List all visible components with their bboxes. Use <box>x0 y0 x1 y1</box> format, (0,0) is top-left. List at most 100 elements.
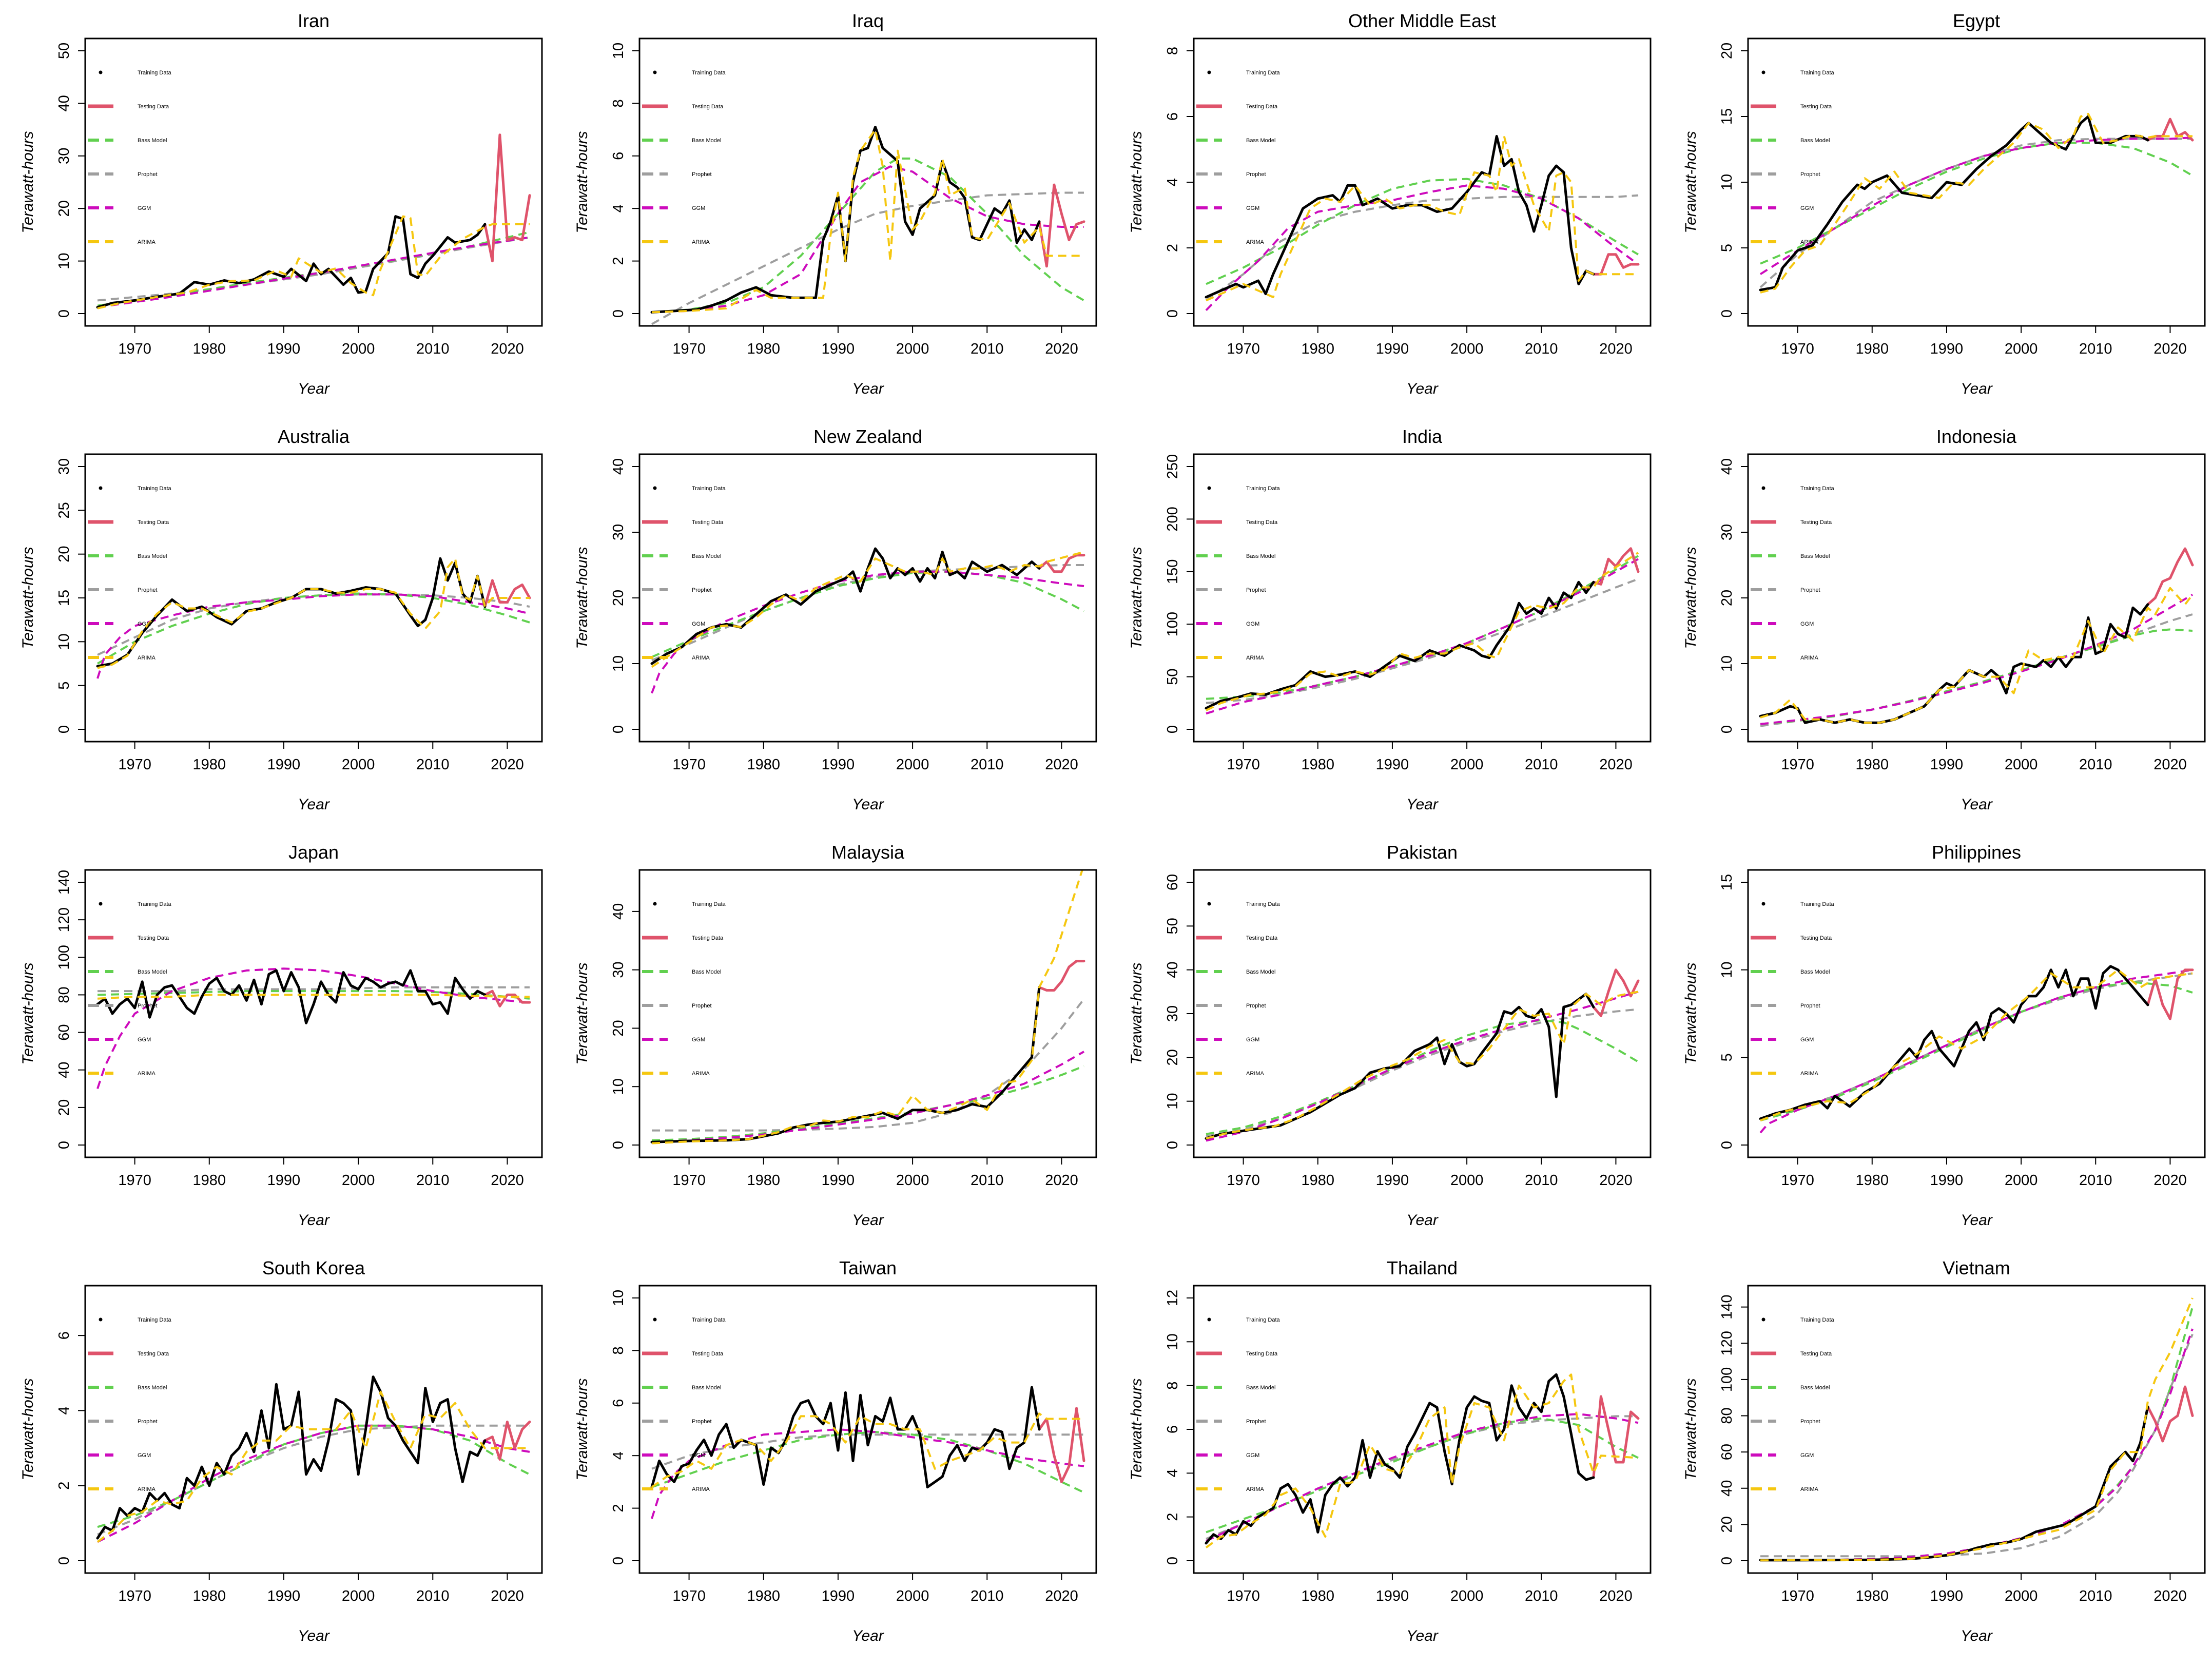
x-tick-label: 2000 <box>896 1588 929 1604</box>
y-tick-label: 10 <box>1719 655 1735 672</box>
x-tick-label: 2020 <box>2153 1588 2187 1604</box>
x-tick-label: 1980 <box>1302 1588 1335 1604</box>
y-axis-label: Terawatt-hours <box>574 963 591 1065</box>
legend-key-training-data <box>653 902 657 906</box>
legend-key-training-data <box>653 486 657 490</box>
legend-label-testing-data: Testing Data <box>138 519 169 526</box>
series-line-training-data <box>1759 1405 2149 1562</box>
series-line-testing-data <box>483 133 531 263</box>
legend-label-testing-data: Testing Data <box>138 935 169 941</box>
y-tick-label: 15 <box>56 590 72 606</box>
series-line-ggm <box>96 967 530 1089</box>
chart-panel-iran: Iran 1970 1980 1990 2000 2010 2020 0 10 20 30 40 50 Y… <box>20 10 543 397</box>
x-tick-label: 1990 <box>822 1172 855 1189</box>
legend-label-bass-model: Bass Model <box>138 553 167 559</box>
series-line-prophet <box>97 1424 530 1536</box>
legend-label-training-data: Training Data <box>1246 901 1280 907</box>
series-line-prophet <box>652 998 1085 1132</box>
x-tick-label: 1980 <box>1302 757 1335 773</box>
legend-label-testing-data: Testing Data <box>1246 519 1278 526</box>
legend-label-testing-data: Testing Data <box>692 519 724 526</box>
y-tick-label: 15 <box>1719 108 1735 125</box>
legend-label-bass-model: Bass Model <box>1246 969 1275 975</box>
legend: Training Data Testing Data Bass Model Proph… <box>1196 70 1280 245</box>
x-tick-label: 2000 <box>1450 1588 1484 1604</box>
legend-label-ggm: GGM <box>1246 205 1259 211</box>
x-tick-label: 2000 <box>342 1172 375 1189</box>
legend-label-ggm: GGM <box>1246 621 1259 627</box>
y-tick-label: 0 <box>56 1141 72 1149</box>
y-tick-label: 6 <box>610 152 627 160</box>
x-axis-label: Year <box>852 1212 884 1229</box>
legend-label-ggm: GGM <box>1246 1037 1259 1043</box>
series-line-bass-model <box>651 570 1084 658</box>
x-axis-label: Year <box>852 1627 884 1644</box>
x-tick-label: 1980 <box>1302 341 1335 357</box>
x-tick-label: 2020 <box>1045 1172 1078 1189</box>
legend-label-testing-data: Testing Data <box>1246 1351 1278 1357</box>
series-line-prophet <box>651 191 1084 325</box>
series-line-bass-model <box>1760 1307 2194 1562</box>
y-tick-label: 100 <box>1165 612 1181 636</box>
x-tick-label: 2000 <box>1450 757 1484 773</box>
legend-label-ggm: GGM <box>692 621 705 627</box>
legend-label-arima: ARIMA <box>1246 239 1265 245</box>
plot-frame <box>638 37 1097 327</box>
y-tick-label: 6 <box>1165 1425 1181 1433</box>
x-tick-label: 2020 <box>1045 1588 1078 1604</box>
y-axis-label: Terawatt-hours <box>1128 963 1145 1065</box>
plot-frame <box>638 869 1097 1158</box>
y-tick-label: 6 <box>1165 112 1181 121</box>
legend-label-testing-data: Testing Data <box>1800 519 1832 526</box>
y-tick-label: 10 <box>610 1290 627 1306</box>
legend-label-bass-model: Bass Model <box>692 969 721 975</box>
series-line-bass-model <box>97 1424 530 1528</box>
y-tick-label: 60 <box>1165 874 1181 890</box>
legend-label-prophet: Prophet <box>138 587 158 593</box>
x-tick-label: 1990 <box>1930 757 1964 773</box>
x-tick-label: 1990 <box>1376 757 1409 773</box>
x-tick-label: 2010 <box>1525 1172 1558 1189</box>
legend: Training Data Testing Data Bass Model Proph… <box>1751 70 1835 245</box>
x-tick-label: 2020 <box>1599 1172 1633 1189</box>
legend: Training Data Testing Data Bass Model Proph… <box>642 1317 726 1492</box>
legend-label-ggm: GGM <box>692 205 705 211</box>
x-tick-label: 2020 <box>1599 1588 1633 1604</box>
legend-key-training-data <box>1761 1317 1765 1322</box>
legend-label-testing-data: Testing Data <box>1800 104 1832 110</box>
series-line-arima <box>97 994 530 1000</box>
y-tick-label: 40 <box>1719 1480 1735 1497</box>
legend-label-prophet: Prophet <box>692 1419 712 1425</box>
legend-label-bass-model: Bass Model <box>1246 138 1275 144</box>
x-tick-label: 1970 <box>1227 341 1260 357</box>
y-tick-label: 50 <box>1165 668 1181 685</box>
y-tick-label: 60 <box>56 1024 72 1040</box>
y-tick-label: 50 <box>56 43 72 59</box>
x-tick-label: 1980 <box>193 757 226 773</box>
y-axis-label: Terawatt-hours <box>20 131 36 234</box>
chart-title: Vietnam <box>1943 1257 2010 1278</box>
y-tick-label: 30 <box>56 148 72 164</box>
plot-frame <box>638 453 1097 743</box>
series-line-testing-data <box>1038 960 1085 992</box>
y-tick-label: 0 <box>1719 725 1735 733</box>
legend-label-testing-data: Testing Data <box>138 1351 169 1357</box>
legend-label-bass-model: Bass Model <box>1800 553 1830 559</box>
y-tick-label: 0 <box>610 725 627 733</box>
y-tick-label: 4 <box>610 204 627 212</box>
y-tick-label: 40 <box>1165 962 1181 978</box>
y-tick-label: 80 <box>56 986 72 1003</box>
x-tick-label: 2020 <box>1045 341 1078 357</box>
legend-label-bass-model: Bass Model <box>1246 1385 1275 1391</box>
y-axis-label: Terawatt-hours <box>1682 963 1699 1065</box>
x-tick-label: 1970 <box>118 341 151 357</box>
legend-key-training-data <box>99 1317 103 1322</box>
series-line-testing-data <box>1592 968 1640 1017</box>
x-tick-label: 2020 <box>491 341 524 357</box>
y-tick-label: 10 <box>1165 1093 1181 1110</box>
y-tick-label: 4 <box>610 1451 627 1460</box>
series-line-ggm <box>1760 593 2194 725</box>
x-tick-label: 2000 <box>1450 341 1484 357</box>
series-line-testing-data <box>1592 253 1640 276</box>
y-tick-label: 20 <box>56 546 72 563</box>
